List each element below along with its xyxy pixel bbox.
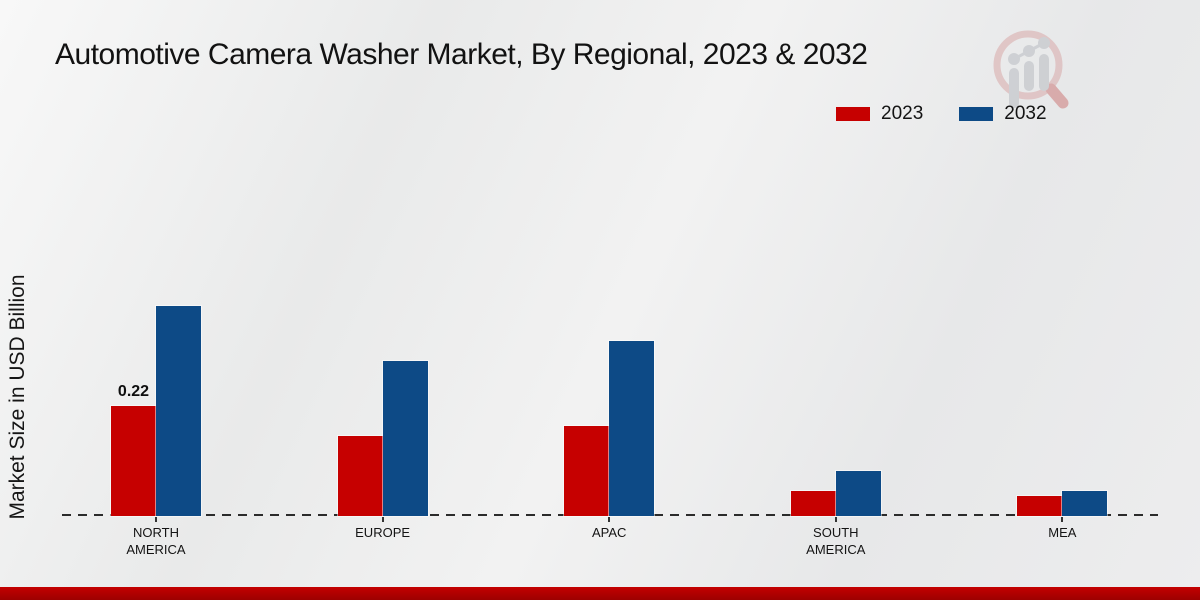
x-axis-tick — [608, 517, 611, 522]
bar-2032-apac — [608, 340, 656, 517]
bar-2023-apac — [563, 425, 611, 517]
bar-2023-europe — [336, 435, 384, 517]
legend-item-2032: 2032 — [959, 103, 1047, 125]
x-axis-category-label: EUROPE — [355, 525, 411, 540]
bottom-accent-bar — [0, 587, 1200, 600]
bar-value-label: 0.22 — [117, 383, 150, 400]
x-axis-category-label: NORTH AMERICA — [126, 525, 186, 557]
x-axis-category-label: SOUTH AMERICA — [806, 525, 866, 557]
bar-2023-south-america — [789, 490, 837, 517]
x-axis-tick — [381, 517, 384, 522]
bar-2023-mea — [1016, 495, 1064, 517]
legend-swatch-2032 — [959, 107, 994, 121]
bar-2032-mea — [1061, 490, 1109, 517]
bar-2032-north-america — [155, 305, 202, 517]
legend-label-2023: 2023 — [881, 103, 924, 124]
legend-label-2032: 2032 — [1004, 103, 1047, 124]
bar-2032-south-america — [834, 470, 882, 517]
legend: 2023 2032 — [836, 103, 1047, 125]
brand-watermark-logo — [990, 28, 1072, 112]
x-axis-category-label: APAC — [591, 525, 627, 540]
bar-2023-north-america — [110, 405, 157, 517]
x-axis-category-label: MEA — [1048, 525, 1077, 540]
y-axis-label: Market Size in USD Billion — [6, 274, 29, 520]
legend-item-2023: 2023 — [836, 103, 923, 125]
x-axis-tick — [834, 517, 837, 522]
bar-2032-europe — [381, 360, 429, 517]
magnifier-bars-icon — [993, 30, 1069, 109]
x-axis-tick — [155, 517, 157, 522]
chart-title: Automotive Camera Washer Market, By Regi… — [55, 38, 868, 71]
legend-swatch-2023 — [836, 107, 870, 121]
x-axis-tick — [1061, 517, 1064, 522]
